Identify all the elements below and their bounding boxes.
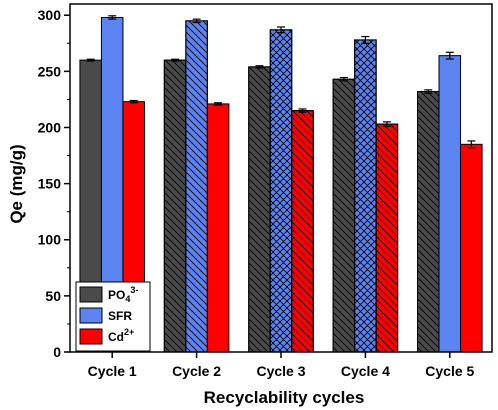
legend-label-superscript: 2+: [124, 327, 134, 337]
legend-label: Cd2+: [108, 327, 134, 344]
legend-label: PO43-: [108, 285, 138, 304]
bar: [206, 103, 230, 353]
bar-hatch: [375, 123, 399, 353]
y-tick-label: 50: [45, 288, 61, 304]
bar: [460, 143, 483, 353]
y-tick-label: 0: [53, 344, 61, 360]
bar: [438, 55, 462, 353]
y-tick-label: 150: [38, 176, 62, 192]
bar-hatch: [332, 78, 356, 353]
legend-label-superscript: 3-: [130, 285, 138, 295]
x-tick-label: Cycle 2: [172, 363, 221, 379]
bar-hatch: [269, 29, 293, 353]
x-axis-title: Recyclability cycles: [204, 388, 365, 407]
y-tick-label: 100: [38, 232, 62, 248]
x-tick-label: Cycle 4: [341, 363, 390, 379]
legend-label: SFR: [108, 309, 132, 323]
legend-label-base: Cd: [108, 330, 124, 344]
y-tick-label: 250: [38, 63, 62, 79]
legend-swatch: [79, 307, 103, 324]
legend-swatch: [79, 286, 103, 303]
x-tick-label: Cycle 1: [88, 363, 137, 379]
legend-swatch: [79, 328, 103, 345]
x-tick-label: Cycle 3: [256, 363, 305, 379]
bar-hatch: [291, 110, 314, 353]
plot-frame: [69, 3, 493, 353]
bar-hatch: [163, 59, 187, 353]
bar-hatch: [248, 66, 271, 353]
legend: PO43- SFR Cd2+: [75, 281, 151, 352]
bar-hatch: [417, 91, 440, 353]
y-axis-title: Qe (mg/g): [7, 144, 26, 223]
legend-label-subscript: 4: [125, 294, 130, 304]
x-tick-label: Cycle 5: [425, 363, 474, 379]
legend-label-base: SFR: [108, 309, 132, 323]
legend-label-base: PO: [108, 288, 125, 302]
bar-hatch: [354, 39, 377, 353]
y-tick-label: 300: [38, 7, 62, 23]
bar-hatch: [185, 20, 208, 353]
y-tick-label: 200: [38, 119, 62, 135]
